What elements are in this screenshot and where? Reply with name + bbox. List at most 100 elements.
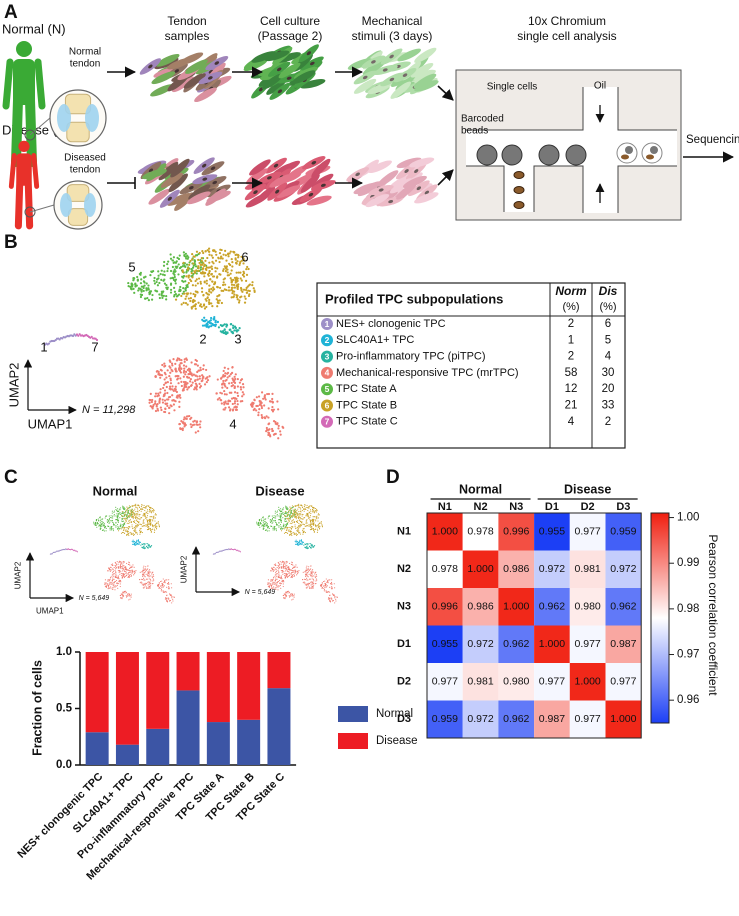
umap-point [242, 270, 245, 273]
umap-point [306, 548, 309, 550]
cell [278, 62, 301, 79]
umap-point [313, 516, 315, 518]
cell [183, 73, 206, 89]
umap-point [142, 515, 144, 517]
umap-point [310, 522, 312, 524]
cell-label: 0.977 [610, 676, 636, 688]
umap-point [133, 521, 136, 524]
umap-point [287, 570, 289, 572]
umap-point [135, 506, 137, 509]
umap-point [298, 522, 300, 525]
umap-point [58, 338, 61, 341]
umap-point [281, 560, 284, 562]
umap-point [321, 587, 323, 589]
umap-point [206, 296, 209, 299]
cell [174, 192, 194, 211]
cell [188, 184, 211, 200]
umap-point [99, 527, 101, 529]
cluster-label: 6 [241, 249, 248, 264]
bar-segment [267, 652, 291, 689]
arrow [437, 169, 454, 186]
umap-point [192, 423, 196, 426]
umap-point [279, 584, 282, 586]
umap-point [230, 397, 234, 400]
umap-point [163, 273, 166, 277]
umap-point [205, 368, 208, 372]
umap-point [202, 364, 205, 367]
umap-point [130, 567, 132, 569]
umap-point [161, 291, 164, 294]
umap-point [325, 578, 327, 580]
umap-point [293, 575, 296, 577]
umap-point [133, 520, 136, 522]
umap-point [236, 385, 240, 388]
umap-point [142, 572, 144, 574]
umap-point [135, 530, 137, 532]
umap-point [133, 505, 135, 507]
umap-point [197, 265, 200, 269]
umap-point [275, 517, 277, 519]
umap-point [288, 527, 290, 529]
umap-point [142, 570, 145, 572]
umap-point [314, 529, 316, 531]
umap-point [189, 423, 192, 426]
umap-point [115, 525, 117, 527]
umap-point [144, 547, 146, 549]
umap-point [253, 289, 256, 292]
umap-point [290, 595, 292, 597]
umap-point [189, 292, 192, 295]
group-label: Normal [459, 482, 502, 496]
umap-point [152, 580, 154, 582]
cell [362, 60, 386, 76]
umap-point [278, 522, 280, 524]
chip-label: Single cells [487, 82, 538, 93]
umap-point [296, 542, 299, 545]
umap-point [291, 575, 294, 577]
step-label: stimuli (3 days) [352, 29, 433, 43]
heat-cell [569, 588, 606, 626]
umap-point [214, 270, 217, 273]
umap-point [77, 334, 80, 337]
umap-point [220, 255, 223, 258]
umap-point [111, 520, 113, 522]
umap-point [162, 586, 164, 588]
umap-point [295, 518, 297, 520]
umap-point [182, 287, 185, 290]
umap-point [163, 270, 166, 273]
umap-point [169, 360, 172, 363]
umap-point [269, 521, 272, 523]
umap-point [118, 569, 120, 572]
cluster-label: 2 [199, 331, 206, 346]
umap-point [210, 287, 213, 290]
umap-point [306, 519, 308, 521]
umap-point [190, 268, 193, 271]
umap-point [171, 394, 174, 397]
umap-point [208, 253, 211, 256]
umap-point [334, 597, 336, 599]
umap-point [168, 583, 170, 585]
umap-point [121, 520, 123, 523]
chip-label: Oil [594, 81, 606, 92]
umap-point [136, 516, 138, 519]
umap-point [123, 524, 125, 526]
heat-cell [534, 513, 570, 551]
umap-point [259, 523, 262, 525]
umap-point [123, 576, 125, 579]
umap-point [135, 515, 137, 517]
umap-point [131, 569, 133, 571]
umap-point [209, 319, 212, 322]
umap-point [314, 519, 316, 521]
umap-point [126, 573, 128, 575]
umap-point [169, 593, 171, 596]
umap-point [179, 377, 182, 380]
umap-point [291, 567, 294, 570]
umap-point [213, 315, 216, 319]
umap-point [222, 281, 225, 284]
umap-point [314, 575, 316, 577]
umap-point [279, 577, 281, 579]
umap-point [102, 525, 104, 527]
umap-point [306, 577, 308, 579]
umap-point [296, 540, 298, 543]
bar-segment [206, 722, 230, 765]
umap-point [124, 518, 126, 520]
